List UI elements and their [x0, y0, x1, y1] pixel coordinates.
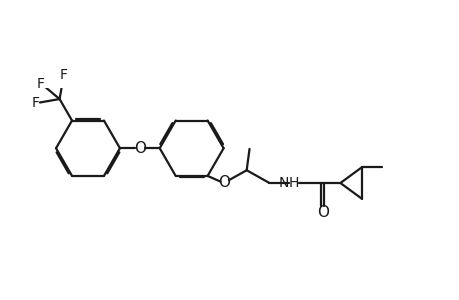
- Text: F: F: [32, 96, 40, 110]
- Text: F: F: [60, 68, 67, 82]
- Text: H: H: [288, 176, 299, 190]
- Text: N: N: [278, 176, 288, 190]
- Text: F: F: [37, 76, 45, 91]
- Text: O: O: [134, 141, 146, 156]
- Text: O: O: [218, 176, 230, 190]
- Text: O: O: [316, 205, 328, 220]
